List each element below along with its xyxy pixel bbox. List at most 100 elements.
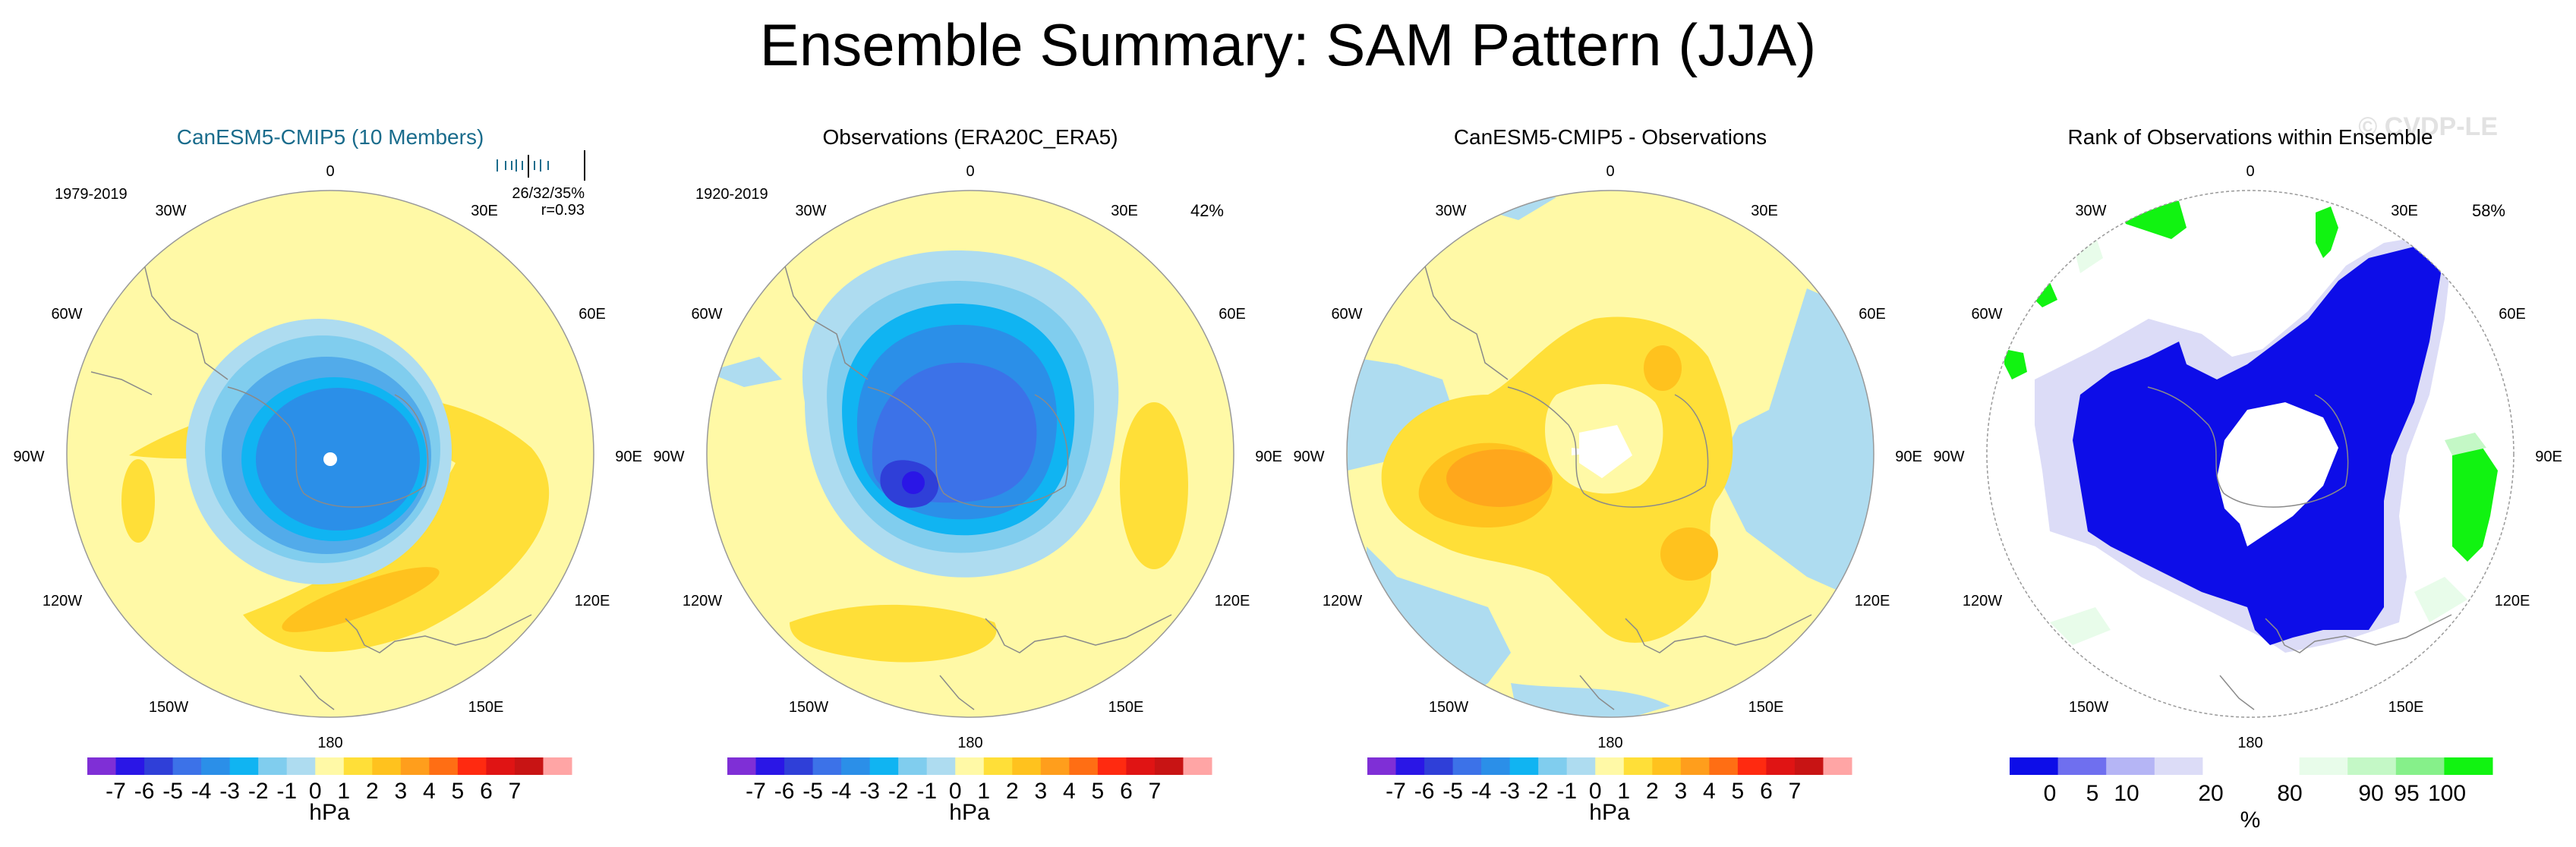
colorbar-tick: 95	[2394, 781, 2419, 806]
colorbar-swatch	[1623, 757, 1653, 775]
lon-label: 150W	[1429, 699, 1468, 716]
colorbar-swatch	[1452, 757, 1482, 775]
colorbar-tick: 7	[1789, 779, 1802, 804]
colorbar-tick: -6	[774, 779, 795, 804]
lon-label: 30E	[471, 203, 498, 219]
colorbar-swatch	[1069, 757, 1099, 775]
colorbar-swatch	[1766, 757, 1796, 775]
colorbar-tick: -2	[1528, 779, 1549, 804]
lon-label: 150E	[2388, 699, 2424, 716]
colorbar-swatch	[87, 757, 117, 775]
colorbar-swatch	[2395, 757, 2445, 775]
lon-label: 90E	[1895, 449, 1922, 465]
colorbar-tick: -7	[1386, 779, 1406, 804]
colorbar-swatch	[457, 757, 487, 775]
ensemble-tick-strip	[497, 150, 585, 181]
colorbar-swatch	[1012, 757, 1042, 775]
map-border	[1346, 190, 1874, 718]
colorbar-swatch	[486, 757, 516, 775]
colorbar-tick: 6	[1120, 779, 1133, 804]
colorbar-swatch	[2106, 757, 2155, 775]
colorbar-swatch	[926, 757, 956, 775]
colorbar-swatch	[1680, 757, 1710, 775]
lon-label: 150E	[1748, 699, 1784, 716]
colorbar-tick: -1	[916, 779, 937, 804]
lon-label: 150W	[789, 699, 828, 716]
colorbar-swatch	[229, 757, 259, 775]
colorbar-tick: 3	[1674, 779, 1687, 804]
colorbar-swatch	[286, 757, 316, 775]
lon-label: 150W	[149, 699, 188, 716]
map-field	[707, 190, 1234, 717]
lon-label: 180	[1597, 735, 1622, 751]
colorbar-tick-labels: -7 -6 -5 -4 -3 -2 -1 0 1 2 3 4 5 6 7	[746, 779, 1161, 804]
colorbar-swatch	[841, 757, 871, 775]
colorbar-tick: 5	[1092, 779, 1105, 804]
colorbar-tick: 1	[977, 779, 990, 804]
lon-label: 0	[1606, 163, 1614, 180]
colorbar-tick: 2	[1006, 779, 1019, 804]
watermark: © CVDP-LE	[2358, 112, 2498, 141]
colorbar-tick: 20	[2198, 781, 2223, 806]
colorbar-tick: 4	[1703, 779, 1716, 804]
colorbar-swatch	[315, 757, 345, 775]
lon-label: 30W	[155, 203, 186, 219]
colorbar-swatch	[1424, 757, 1454, 775]
colorbar-tick: 5	[1732, 779, 1745, 804]
colorbar-tick: 80	[2277, 781, 2302, 806]
colorbar-units: hPa	[1589, 800, 1630, 825]
lon-label: 150E	[1108, 699, 1144, 716]
lon-labels: 0 30E 60E 90E 120E 150E 180 150W 120W 90…	[1293, 163, 1922, 751]
colorbar-swatch	[784, 757, 814, 775]
lon-label: 30E	[1111, 203, 1138, 219]
colorbar-swatch	[755, 757, 785, 775]
colorbar-swatch	[983, 757, 1013, 775]
colorbar-tick: 90	[2358, 781, 2383, 806]
lon-label: 90W	[653, 449, 684, 465]
panel-title: CanESM5-CMIP5 - Observations	[1454, 125, 1767, 149]
colorbar-swatch	[201, 757, 231, 775]
colorbar-tick: 2	[1646, 779, 1659, 804]
lon-label: 90W	[1933, 449, 1964, 465]
colorbar-tick: 6	[480, 779, 493, 804]
lon-label: 60E	[579, 306, 606, 323]
lon-label: 90E	[2535, 449, 2562, 465]
map-field	[1987, 190, 2514, 717]
lon-label: 180	[317, 735, 342, 751]
panel-model-mean: CanESM5-CMIP5 (10 Members) 1979-2019 26/…	[13, 125, 642, 825]
coastlines	[1422, 257, 1812, 710]
main-title: Ensemble Summary: SAM Pattern (JJA)	[759, 11, 1817, 78]
panel-title: CanESM5-CMIP5 (10 Members)	[177, 125, 484, 149]
colorbar-tick: -6	[1414, 779, 1435, 804]
colorbar-swatch	[2347, 757, 2397, 775]
map-border	[706, 190, 1234, 718]
lon-label: 150E	[468, 699, 504, 716]
colorbar-swatch	[2057, 757, 2107, 775]
colorbar-tick: 1	[1617, 779, 1630, 804]
colorbar-tick-labels: -7 -6 -5 -4 -3 -2 -1 0 1 2 3 4 5 6 7	[106, 779, 521, 804]
colorbar-tick: 100	[2428, 781, 2466, 806]
colorbar-swatch	[898, 757, 928, 775]
coastlines	[2147, 386, 2452, 710]
variance-stats: 26/32/35%	[512, 185, 585, 202]
colorbar	[727, 757, 1212, 775]
colorbar-tick: 1	[337, 779, 350, 804]
colorbar-tick-labels: 0 5 10 20 80 90 95 100	[2044, 781, 2466, 806]
lon-label: 30E	[2391, 203, 2418, 219]
colorbar-swatch	[1481, 757, 1511, 775]
colorbar	[2010, 757, 2493, 775]
lon-label: 60W	[691, 306, 722, 323]
colorbar-swatch	[514, 757, 544, 775]
colorbar-tick: 0	[1589, 779, 1602, 804]
lon-label: 90W	[1293, 449, 1324, 465]
colorbar-tick: 3	[394, 779, 407, 804]
colorbar-swatch	[1566, 757, 1596, 775]
colorbar	[1367, 757, 1852, 775]
colorbar-swatch	[1367, 757, 1397, 775]
lon-labels: 0 30E 60E 90E 120E 150E 180 150W 120W 90…	[13, 163, 642, 751]
colorbar-swatch	[1737, 757, 1767, 775]
colorbar-tick: 3	[1034, 779, 1047, 804]
colorbar-tick: -4	[1471, 779, 1492, 804]
colorbar-tick: 0	[309, 779, 322, 804]
